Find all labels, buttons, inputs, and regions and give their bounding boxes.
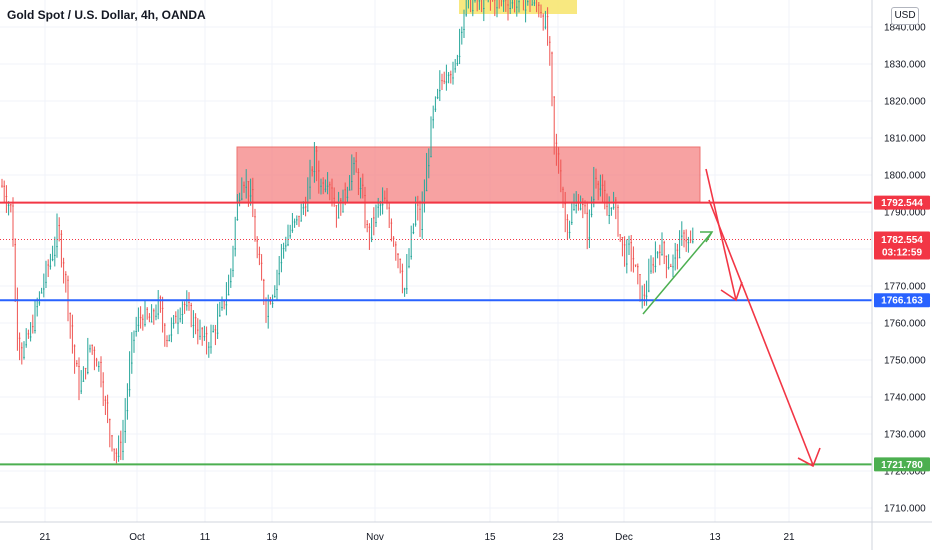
projection-arrow-2 [708,199,814,466]
drawing-annotations [642,168,821,468]
arrow-head-red-2 [797,447,821,468]
y-tick-label: 1830.000 [884,60,926,71]
price-badge-label: 1792.544 [881,198,923,209]
x-tick-label: Oct [129,532,145,543]
y-tick-label: 1750.000 [884,356,926,367]
current-price-badge [874,231,930,260]
x-tick-label: Nov [366,532,384,543]
y-tick-label: 1770.000 [884,282,926,293]
price-badge [874,195,930,210]
time-axis[interactable]: 21 Oct 11 19 Nov 15 23 Dec 13 21 [0,521,932,543]
y-tick-label: 1730.000 [884,430,926,441]
chart-title: Gold Spot / U.S. Dollar, 4h, OANDA [7,8,206,22]
candles [1,0,694,464]
currency-button[interactable]: USD [891,7,919,25]
x-tick-label: 21 [39,532,51,543]
y-tick-label: 1740.000 [884,393,926,404]
y-tick-label: 1840.000 [884,23,926,34]
price-badge [874,457,930,472]
trend-line-green [642,231,713,315]
x-tick-label: 11 [200,532,211,543]
countdown-label: 03:12:59 [882,248,922,259]
grid [0,0,872,522]
y-tick-label: 1790.000 [884,208,926,219]
price-badges: 1792.544 1766.163 1721.780 1782.554 03:12:59 [874,195,930,472]
price-badge-label: 1766.163 [881,296,923,307]
x-tick-label: 23 [552,532,564,543]
arrow-head-green [700,231,714,243]
resistance-zone [236,146,701,203]
y-tick-label: 1760.000 [884,319,926,330]
projection-arrow-1 [705,168,737,301]
y-tick-label: 1720.000 [884,467,926,478]
x-tick-label: 21 [783,532,795,543]
current-price-label: 1782.554 [881,235,923,246]
x-tick-label: 19 [266,532,278,543]
y-tick-label: 1710.000 [884,504,926,515]
x-tick-label: 15 [484,532,496,543]
y-tick-label: 1820.000 [884,97,926,108]
price-badge [874,293,930,308]
x-tick-label: Dec [615,532,633,543]
price-badge-label: 1721.780 [881,460,923,471]
y-tick-label: 1810.000 [884,134,926,145]
x-tick-label: 13 [709,532,721,543]
y-tick-label: 1800.000 [884,171,926,182]
arrow-head-red-1 [720,281,743,302]
price-levels [0,201,872,466]
